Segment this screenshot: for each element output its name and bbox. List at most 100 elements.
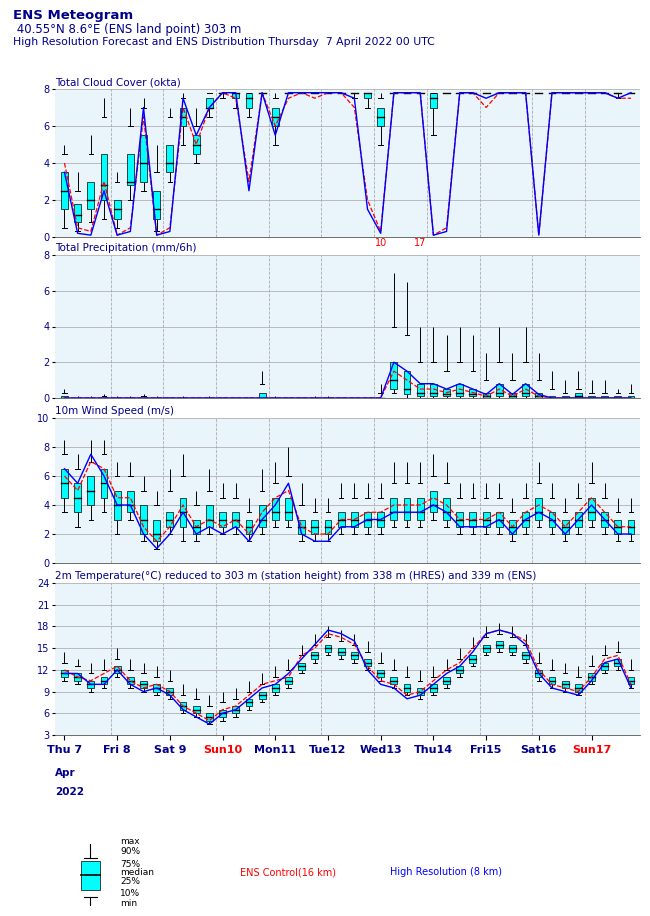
Bar [153,519,160,541]
Bar [219,710,226,717]
Bar [509,645,516,652]
Bar [588,673,595,681]
Text: 10m Wind Speed (m/s): 10m Wind Speed (m/s) [55,406,174,416]
Bar [81,861,100,889]
Bar [351,512,358,527]
Text: 90%: 90% [120,847,140,856]
Text: 40.55°N 8.6°E (ENS land point) 303 m: 40.55°N 8.6°E (ENS land point) 303 m [13,23,241,36]
Bar [246,519,252,534]
Bar [61,469,68,497]
Bar [338,512,344,527]
Bar [496,512,502,527]
Bar [206,98,213,107]
Bar [601,512,608,527]
Bar [430,93,437,107]
Bar [259,692,266,699]
Bar [298,662,305,670]
Bar [456,512,463,527]
Bar [232,512,239,527]
Bar [193,519,200,534]
Bar [298,519,305,534]
Bar [522,512,529,527]
Text: 10%: 10% [120,889,140,898]
Bar [443,677,450,684]
Bar [140,505,147,534]
Bar [417,688,424,695]
Text: max: max [120,837,140,846]
Bar [588,397,595,398]
Bar [469,389,476,397]
Bar [377,107,384,126]
Bar [404,497,410,519]
Bar [166,145,174,172]
Bar [391,677,397,684]
Bar [483,512,489,527]
Bar [101,677,107,684]
Bar [74,203,81,223]
Bar [74,484,81,512]
Bar [179,107,187,126]
Bar [575,393,582,398]
Text: High Resolution Forecast and ENS Distribution Thursday  7 April 2022 00 UTC: High Resolution Forecast and ENS Distrib… [13,37,435,47]
Bar [549,677,555,684]
Bar [601,662,608,670]
Bar [496,384,502,397]
Bar [628,519,634,534]
Text: min: min [120,899,137,908]
Bar [179,703,187,710]
Bar [628,397,634,398]
Bar [127,490,134,512]
Bar [87,476,94,505]
Bar [206,505,213,527]
Bar [601,397,608,398]
Text: ENS Control(16 km): ENS Control(16 km) [240,867,337,878]
Bar [166,688,174,695]
Bar [522,384,529,397]
Bar [219,512,226,527]
Bar [430,684,437,692]
Bar [614,659,621,666]
Bar [166,512,174,527]
Bar [536,497,542,519]
Bar [324,519,332,534]
Bar [272,107,279,126]
Bar [483,393,489,398]
Bar [417,497,424,519]
Bar [324,645,332,652]
Bar [285,677,292,684]
Bar [614,397,621,398]
Bar [522,652,529,659]
Bar [483,645,489,652]
Bar [140,681,147,688]
Text: 2022: 2022 [55,787,84,797]
Text: 75%: 75% [120,860,140,868]
Bar [443,389,450,397]
Bar [153,191,160,219]
Text: Total Cloud Cover (okta): Total Cloud Cover (okta) [55,77,181,87]
Bar [509,393,516,398]
Bar [61,172,68,209]
Text: Total Precipitation (mm/6h): Total Precipitation (mm/6h) [55,243,197,253]
Bar [430,490,437,512]
Bar [285,497,292,519]
Bar [377,512,384,527]
Bar [536,670,542,677]
Bar [193,706,200,714]
Bar [87,681,94,688]
Bar [562,681,569,688]
Text: median: median [120,868,154,877]
Bar [311,519,318,534]
Bar [272,684,279,692]
Bar [549,397,555,398]
Text: 10: 10 [374,238,387,248]
Bar [562,397,569,398]
Bar [562,519,569,534]
Bar [404,371,410,395]
Bar [443,497,450,519]
Bar [246,93,252,107]
Bar [549,512,555,527]
Bar [127,677,134,684]
Bar [87,181,94,209]
Bar [614,519,621,534]
Bar [456,384,463,397]
